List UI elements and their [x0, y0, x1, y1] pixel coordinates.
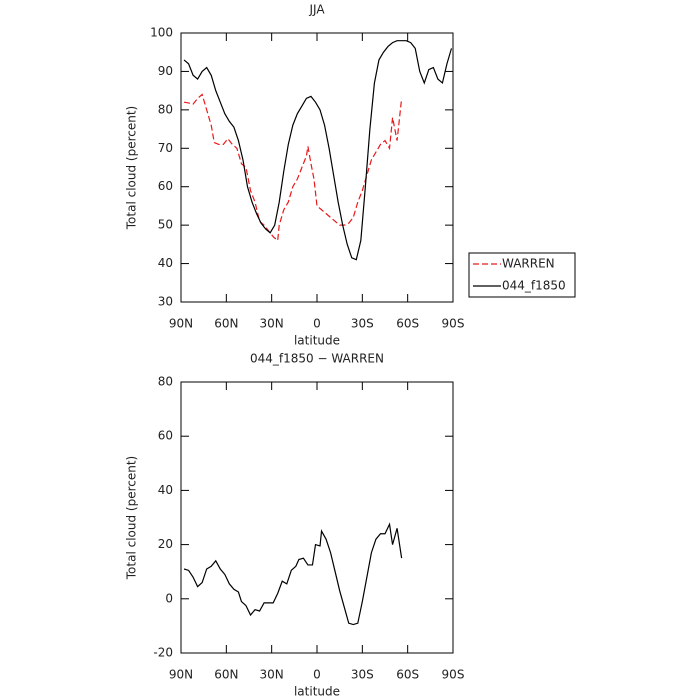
y-tick-label: 70	[158, 141, 173, 155]
x-tick-label: 90S	[442, 317, 465, 331]
x-tick-label: 30N	[260, 668, 284, 682]
legend-box	[468, 252, 576, 298]
chart-title: 044_f1850 − WARREN	[250, 352, 384, 366]
y-tick-label: 40	[158, 256, 173, 270]
x-tick-label: 30S	[351, 317, 374, 331]
y-tick-label: 60	[158, 179, 173, 193]
y-axis-label: Total cloud (percent)	[125, 106, 139, 230]
x-tick-label: 60S	[396, 668, 419, 682]
y-axis-label: Total cloud (percent)	[125, 456, 139, 580]
legend-label: 044_f1850	[502, 279, 566, 293]
data-line	[183, 522, 403, 626]
x-tick-label: 90S	[442, 668, 465, 682]
x-tick-label: 0	[313, 668, 321, 682]
x-axis-label: latitude	[294, 685, 340, 699]
y-tick-label: 40	[158, 483, 173, 497]
y-tick-label: 20	[158, 537, 173, 551]
legend-label: WARREN	[502, 257, 555, 271]
x-tick-label: 60S	[396, 317, 419, 331]
plot-frame	[180, 32, 454, 303]
x-tick-label: 60N	[214, 317, 238, 331]
x-tick-label: 90N	[169, 317, 193, 331]
y-tick-label: 80	[158, 102, 173, 116]
x-tick-label: 60N	[214, 668, 238, 682]
y-tick-label: 60	[158, 429, 173, 443]
y-tick-label: -20	[153, 646, 173, 660]
y-tick-label: 80	[158, 375, 173, 389]
y-tick-label: 30	[158, 295, 173, 309]
y-tick-label: 100	[150, 26, 173, 40]
x-tick-label: 30S	[351, 668, 374, 682]
data-line	[183, 40, 453, 261]
x-tick-label: 30N	[260, 317, 284, 331]
y-tick-label: 90	[158, 64, 173, 78]
chart-title: JJA	[308, 3, 325, 17]
plot-frame	[180, 381, 454, 654]
x-tick-label: 90N	[169, 668, 193, 682]
x-axis-label: latitude	[294, 334, 340, 348]
y-tick-label: 50	[158, 218, 173, 232]
x-tick-label: 0	[313, 317, 321, 331]
y-tick-label: 0	[165, 591, 173, 605]
data-line	[183, 93, 403, 242]
